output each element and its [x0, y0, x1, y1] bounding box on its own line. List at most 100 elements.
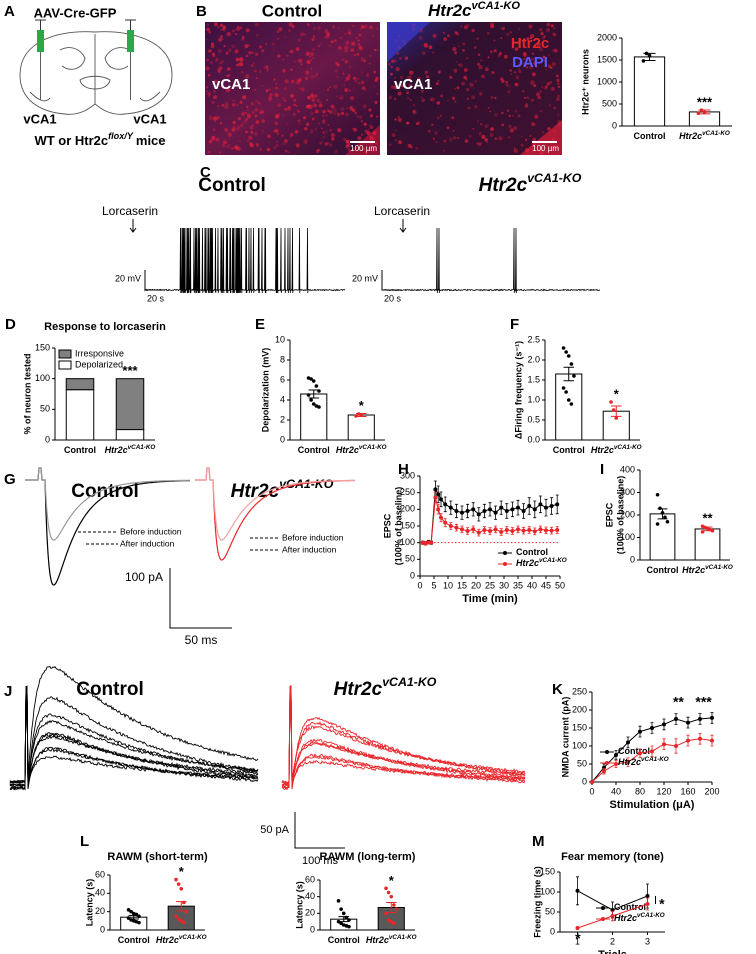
- data-point: [386, 918, 391, 922]
- data-point: [176, 882, 181, 886]
- cell: [524, 104, 529, 108]
- panel-label: G: [4, 471, 16, 488]
- cell: [325, 114, 328, 117]
- cell: [526, 37, 530, 41]
- cell: [337, 46, 342, 50]
- cell: [423, 43, 428, 48]
- superscript: vCA1-KO: [128, 444, 156, 451]
- text-part: Htr2c: [479, 175, 528, 196]
- cell: [277, 30, 280, 33]
- cell: [368, 128, 370, 131]
- x-tick-label: Control: [328, 935, 360, 945]
- x-tick-label: 10: [443, 580, 453, 590]
- cell: [540, 32, 544, 36]
- region-label: vCA1: [394, 76, 432, 93]
- bar: [300, 393, 328, 441]
- cell: [284, 99, 287, 102]
- cell: [478, 142, 482, 146]
- cell: [344, 87, 349, 93]
- cell: [372, 34, 374, 37]
- y-tick-label: 60: [305, 874, 315, 884]
- cell: [364, 122, 367, 126]
- cell: [476, 142, 479, 145]
- data-point: [650, 726, 654, 730]
- cell: [269, 93, 273, 97]
- region-label: vCA1: [133, 111, 166, 126]
- y-tick-label: 50: [545, 906, 555, 916]
- y-tick-label: 0: [582, 776, 587, 786]
- y-axis-label: EPSC: [604, 502, 614, 527]
- cell: [505, 83, 509, 87]
- legend-marker: [605, 761, 609, 765]
- cell: [339, 36, 343, 40]
- cell: [334, 149, 339, 154]
- cell: [418, 36, 423, 40]
- text-part: Control: [614, 902, 646, 912]
- cell: [454, 100, 457, 103]
- data-point: [614, 762, 618, 766]
- cell: [530, 80, 535, 85]
- significance: ***: [122, 363, 138, 378]
- drug-label: Lorcaserin: [374, 204, 430, 218]
- cell: [331, 137, 335, 141]
- x-tick-label: Control: [553, 445, 585, 455]
- legend-label: Htr2cvCA1-KO: [516, 557, 567, 568]
- cell: [357, 39, 360, 42]
- data-point: [710, 738, 714, 743]
- cell: [347, 73, 351, 78]
- cell: [340, 107, 345, 111]
- cell: [290, 68, 293, 72]
- cell: [245, 74, 250, 79]
- data-point: [561, 386, 566, 390]
- trace: [9, 684, 259, 784]
- cell: [250, 130, 254, 134]
- cell: [489, 110, 492, 113]
- bar: [633, 56, 666, 127]
- cell: [255, 120, 260, 124]
- superscript: vCA1-KO: [389, 934, 417, 941]
- x-tick-label: 15: [457, 580, 467, 590]
- y-tick-label: 0: [310, 924, 315, 934]
- cell: [237, 25, 240, 28]
- bar: [694, 528, 721, 561]
- cell: [332, 25, 336, 29]
- cell: [501, 111, 504, 115]
- cell: [235, 103, 239, 107]
- cell: [467, 107, 470, 110]
- cell: [501, 123, 505, 127]
- data-point: [647, 53, 652, 58]
- panel-label: H: [398, 461, 409, 478]
- cell: [319, 141, 323, 145]
- data-point: [174, 877, 178, 882]
- cell: [415, 146, 419, 150]
- cell: [548, 54, 550, 57]
- trace: [9, 690, 259, 790]
- cell: [330, 40, 334, 44]
- cell: [227, 86, 231, 91]
- cell: [351, 41, 356, 46]
- cell: [275, 86, 279, 90]
- cell: [479, 92, 483, 96]
- cell: [551, 62, 556, 67]
- scale-label: 100 pA: [125, 570, 163, 584]
- cell: [361, 86, 366, 90]
- superscript: vCA1-KO: [359, 444, 387, 451]
- cell: [333, 108, 337, 112]
- data-point: [549, 528, 554, 533]
- cell: [225, 88, 231, 93]
- cell: [391, 59, 395, 63]
- cell: [440, 94, 444, 98]
- cell: [208, 49, 212, 53]
- cell: [235, 57, 240, 62]
- data-point: [555, 528, 560, 532]
- cell: [549, 80, 553, 84]
- cell: [463, 25, 468, 30]
- cell: [312, 118, 314, 121]
- cell: [214, 79, 218, 83]
- x-tick-label: 5: [431, 580, 436, 590]
- cell: [232, 99, 236, 103]
- cell: [207, 73, 211, 77]
- trace: [281, 687, 526, 787]
- cell: [356, 115, 360, 118]
- cell: [212, 128, 216, 132]
